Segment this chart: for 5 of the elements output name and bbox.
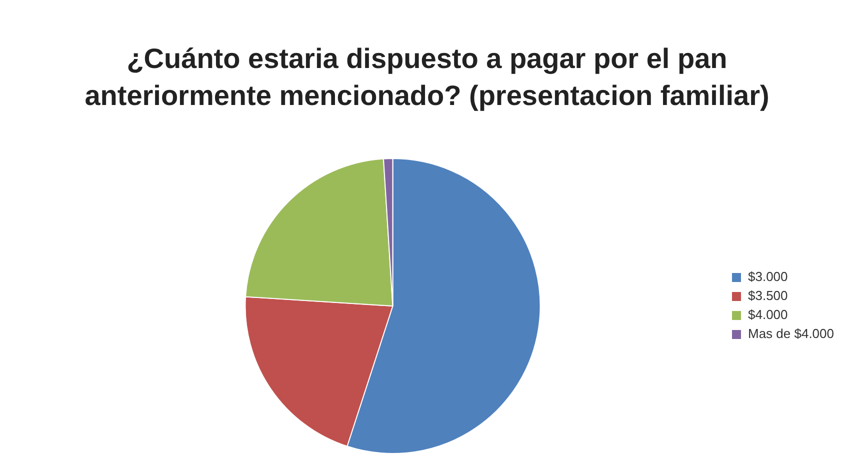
legend-label: $3.500 <box>748 288 788 304</box>
legend-label: $3.000 <box>748 269 788 284</box>
chart-title: ¿Cuánto estaria dispuesto a pagar por el pan anteriormente mencionado? (presentacion familiar) <box>84 42 770 113</box>
legend-label: Mas de $4.000 <box>748 326 834 342</box>
legend-label: $4.000 <box>748 307 788 322</box>
